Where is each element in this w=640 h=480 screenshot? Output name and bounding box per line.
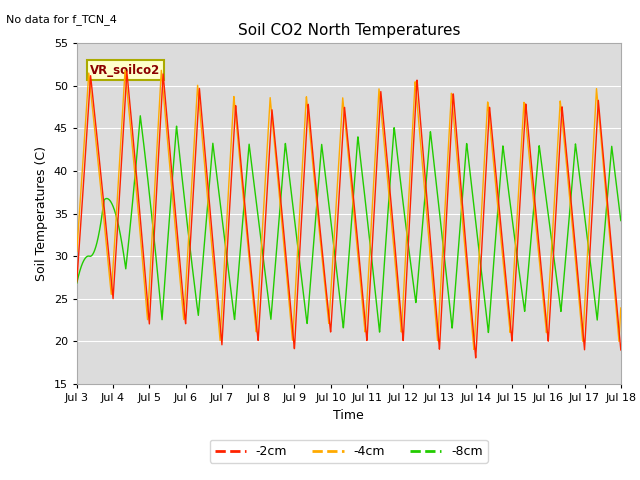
Legend: -2cm, -4cm, -8cm: -2cm, -4cm, -8cm: [210, 440, 488, 463]
X-axis label: Time: Time: [333, 408, 364, 421]
Text: No data for f_TCN_4: No data for f_TCN_4: [6, 14, 117, 25]
Title: Soil CO2 North Temperatures: Soil CO2 North Temperatures: [237, 23, 460, 38]
Text: VR_soilco2: VR_soilco2: [90, 64, 161, 77]
Y-axis label: Soil Temperatures (C): Soil Temperatures (C): [35, 146, 48, 281]
